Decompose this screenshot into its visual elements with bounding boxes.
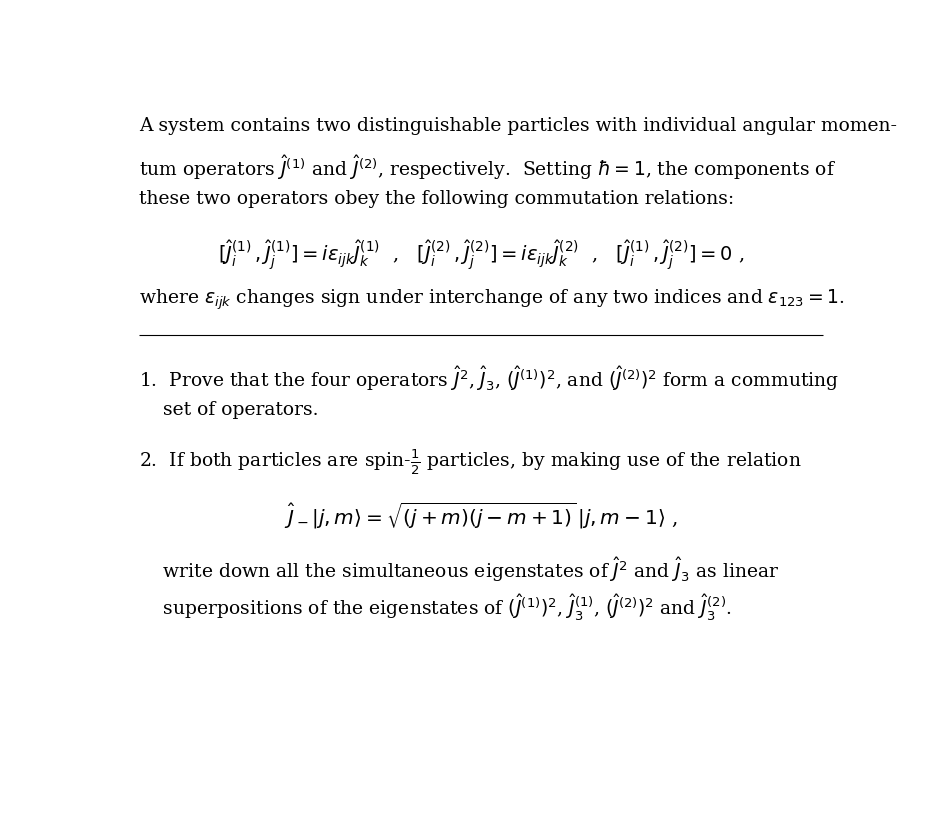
Text: A system contains two distinguishable particles with individual angular momen-: A system contains two distinguishable pa…: [139, 116, 897, 135]
Text: $[\hat{J}^{(1)}_i\,,\hat{J}^{(1)}_j] = i\epsilon_{ijk}\hat{J}^{(1)}_k$  ,   $[\h: $[\hat{J}^{(1)}_i\,,\hat{J}^{(1)}_j] = i…: [218, 239, 745, 272]
Text: superpositions of the eigenstates of $(\hat{J}^{(1)})^2$, $\hat{J}^{(1)}_3$, $(\: superpositions of the eigenstates of $(\…: [139, 592, 732, 623]
Text: write down all the simultaneous eigenstates of $\hat{J}^2$ and $\hat{J}_3$ as li: write down all the simultaneous eigensta…: [139, 556, 779, 584]
Text: 1.  Prove that the four operators $\hat{J}^2$, $\hat{J}_3$, $(\hat{J}^{(1)})^2$,: 1. Prove that the four operators $\hat{J…: [139, 365, 839, 393]
Text: $\hat{J}_-|j,m\rangle = \sqrt{(j+m)(j-m+1)}\,|j,m-1\rangle$ ,: $\hat{J}_-|j,m\rangle = \sqrt{(j+m)(j-m+…: [285, 500, 678, 530]
Text: set of operators.: set of operators.: [139, 401, 318, 419]
Text: tum operators $\hat{J}^{(1)}$ and $\hat{J}^{(2)}$, respectively.  Setting $\hbar: tum operators $\hat{J}^{(1)}$ and $\hat{…: [139, 153, 837, 183]
Text: 2.  If both particles are spin-$\frac{1}{2}$ particles, by making use of the rel: 2. If both particles are spin-$\frac{1}{…: [139, 447, 802, 477]
Text: where $\epsilon_{ijk}$ changes sign under interchange of any two indices and $\e: where $\epsilon_{ijk}$ changes sign unde…: [139, 287, 845, 312]
Text: these two operators obey the following commutation relations:: these two operators obey the following c…: [139, 190, 734, 209]
